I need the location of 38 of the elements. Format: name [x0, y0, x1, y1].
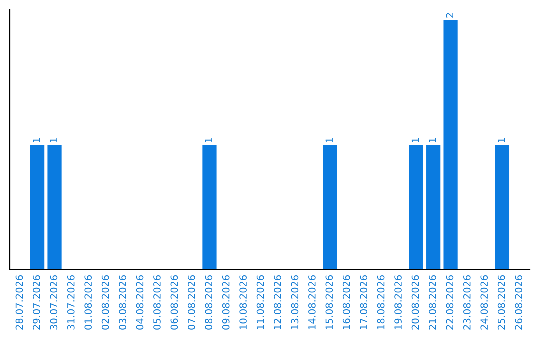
x-tick-label: 03.08.2026	[119, 275, 126, 330]
x-tick-label: 24.08.2026	[480, 275, 488, 330]
data-label: 1	[50, 138, 58, 143]
x-tick-label: 05.08.2026	[154, 275, 161, 330]
x-tick-label: 15.08.2026	[326, 275, 334, 330]
x-tick-label: 17.08.2026	[360, 275, 368, 330]
x-tick-label: 01.08.2026	[84, 275, 92, 330]
x-tick-label: 12.08.2026	[274, 275, 282, 330]
data-label: 1	[205, 138, 212, 143]
x-tick-label: 29.07.2026	[33, 275, 40, 330]
x-tick-label: 22.08.2026	[446, 275, 454, 330]
x-tick-label: 21.08.2026	[429, 275, 436, 330]
data-label: 1	[326, 138, 333, 143]
x-tick-label: 30.07.2026	[50, 275, 58, 330]
data-label: 1	[498, 138, 506, 143]
x-tick-label: 11.08.2026	[256, 275, 264, 330]
data-label: 1	[33, 138, 40, 143]
x-tick-label: 09.08.2026	[222, 275, 230, 330]
x-tick-label: 07.08.2026	[188, 275, 196, 330]
x-tick-label: 04.08.2026	[136, 275, 144, 330]
x-tick-label: 26.08.2026	[515, 275, 522, 330]
x-tick-label: 23.08.2026	[463, 275, 471, 330]
x-tick-label: 10.08.2026	[240, 275, 247, 330]
x-tick-label: 28.07.2026	[16, 275, 24, 330]
x-tick-label: 06.08.2026	[170, 275, 178, 330]
data-label: 2	[446, 13, 454, 18]
x-tick-label: 20.08.2026	[412, 275, 420, 330]
x-tick-label: 16.08.2026	[342, 275, 350, 330]
x-tick-label: 08.08.2026	[205, 275, 213, 330]
data-label: 1	[429, 138, 436, 143]
x-tick-label: 14.08.2026	[308, 275, 316, 330]
x-tick-label: 31.07.2026	[67, 275, 75, 330]
data-label: 1	[412, 138, 420, 143]
x-tick-label: 18.08.2026	[377, 275, 385, 330]
x-tick-label: 19.08.2026	[394, 275, 402, 330]
x-tick-label: 13.08.2026	[291, 275, 299, 330]
x-tick-label: 25.08.2026	[498, 275, 506, 330]
x-tick-label: 02.08.2026	[102, 275, 110, 330]
